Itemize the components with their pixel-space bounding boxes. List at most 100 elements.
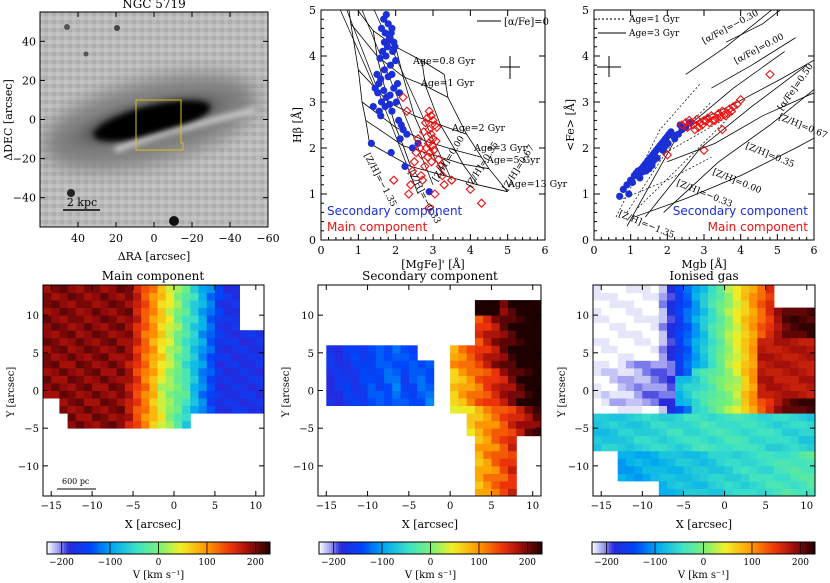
y-axis-label: ΔDEC [arcsec]: [2, 79, 15, 161]
velocity-cell: [532, 383, 541, 391]
velocity-cell: [617, 398, 627, 406]
velocity-cell: [157, 367, 167, 376]
point-secondary: [377, 75, 385, 83]
colorbar-segment: [442, 542, 446, 554]
velocity-cell: [499, 322, 509, 331]
velocity-cell: [593, 390, 602, 399]
velocity-cell: [400, 367, 410, 376]
velocity-cell: [198, 315, 208, 324]
velocity-cell: [231, 398, 240, 406]
point-secondary: [390, 84, 398, 92]
velocity-cell: [683, 473, 693, 482]
velocity-cell: [474, 488, 484, 496]
velocity-cell: [59, 292, 69, 301]
velocity-cell: [198, 337, 208, 346]
galaxy-image-panel: NGC 5719 2 kpc ΔRA [arcsec] ΔDEC [arcsec…: [2, 0, 280, 263]
velocity-cell: [516, 345, 525, 354]
colorbar-segment: [532, 542, 536, 554]
velocity-cell: [141, 383, 150, 391]
colorbar-segment: [447, 542, 451, 554]
velocity-cell: [699, 352, 709, 361]
velocity-cell: [247, 398, 257, 406]
velocity-cell: [108, 337, 118, 346]
velocity-cell: [601, 345, 610, 354]
colorbar-segment: [812, 542, 816, 554]
velocity-cell: [75, 285, 85, 293]
alpha-line: [339, 10, 378, 93]
velocity-cell: [214, 390, 224, 399]
velocity-cell: [51, 300, 60, 309]
velocity-cell: [190, 322, 199, 331]
velocity-cell: [782, 383, 791, 391]
grid-label: [α/Fe]=0.50: [776, 62, 816, 113]
velocity-cell: [255, 367, 264, 376]
colorbar-segment: [462, 542, 465, 554]
velocity-cell: [708, 465, 717, 474]
velocity-cell: [157, 337, 167, 346]
tick-label: −20: [180, 232, 203, 245]
velocity-cell: [43, 375, 52, 384]
colorbar-segment: [525, 542, 528, 554]
velocity-cell: [92, 367, 101, 376]
velocity-cell: [239, 345, 249, 354]
velocity-cell: [773, 390, 783, 399]
velocity-cell: [617, 450, 627, 459]
velocity-cell: [749, 480, 758, 489]
velocity-cell: [508, 383, 517, 391]
velocity-cell: [757, 300, 767, 309]
velocity-cell: [43, 300, 52, 309]
velocity-cell: [190, 360, 199, 369]
alpha-line: [373, 10, 452, 181]
velocity-cell: [133, 345, 142, 354]
velocity-cell: [790, 480, 799, 489]
velocity-cell: [450, 352, 459, 361]
velocity-cell: [658, 420, 668, 429]
velocity-cell: [408, 367, 418, 376]
velocity-cell: [375, 345, 385, 354]
velocity-cell: [425, 390, 435, 399]
point-main: [424, 124, 435, 135]
point-main: [405, 180, 416, 190]
velocity-cell: [83, 367, 93, 376]
velocity-cell: [667, 398, 676, 406]
velocity-cell: [699, 300, 709, 309]
colorbar-segment: [686, 542, 690, 554]
velocity-cell: [59, 360, 69, 369]
velocity-cell: [508, 315, 517, 324]
velocity-cell: [474, 465, 484, 474]
velocity-cell: [773, 488, 783, 496]
velocity-cell: [92, 405, 101, 414]
field-of-view: [135, 99, 184, 151]
velocity-cell: [617, 315, 627, 324]
velocity-cell: [124, 307, 134, 316]
colorbar-segment: [408, 542, 412, 554]
velocity-cell: [491, 443, 501, 452]
velocity-cell: [491, 345, 501, 354]
velocity-cell: [724, 465, 734, 474]
velocity-cell: [658, 435, 668, 444]
velocity-cell: [231, 330, 240, 339]
velocity-cell: [708, 375, 717, 384]
velocity-cell: [174, 383, 183, 391]
point-secondary: [367, 139, 375, 147]
velocity-cell: [474, 300, 484, 309]
point-secondary: [387, 29, 395, 37]
velocity-cell: [367, 383, 377, 391]
tick-label: 5: [504, 244, 511, 257]
velocity-cell: [765, 443, 775, 452]
colorbar-segment: [452, 542, 456, 554]
colorbar-segment: [369, 542, 373, 554]
velocity-cell: [773, 473, 783, 482]
velocity-cell: [667, 480, 676, 489]
point-main: [420, 117, 431, 128]
velocity-cell: [491, 405, 501, 414]
velocity-cell: [675, 390, 684, 399]
velocity-cell: [732, 352, 742, 361]
tick-label: −15: [591, 501, 612, 512]
velocity-cell: [658, 405, 668, 414]
colorbar-segment: [240, 542, 244, 554]
colorbar-segment: [377, 542, 380, 554]
velocity-cell: [667, 465, 676, 474]
velocity-cell: [157, 345, 167, 354]
